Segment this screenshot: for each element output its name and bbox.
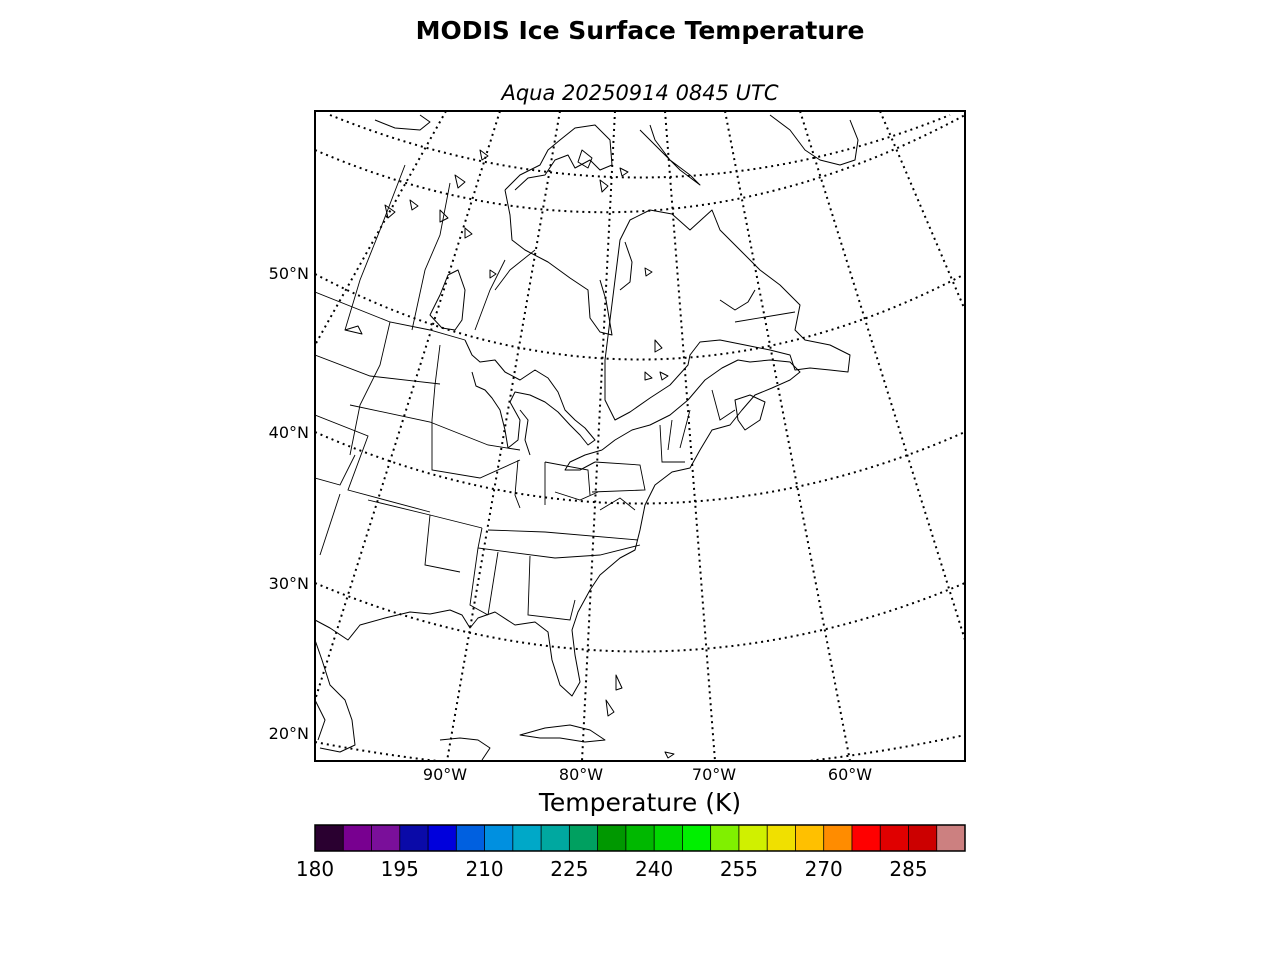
colorbar-tick-label: 180 (296, 857, 334, 881)
coastlines (315, 114, 859, 761)
lat-label-20n: 20°N (269, 724, 309, 743)
colorbar-swatch (428, 825, 457, 851)
colorbar-swatch (682, 825, 712, 851)
colorbar (315, 825, 966, 851)
colorbar-swatch (908, 825, 938, 851)
colorbar-label: Temperature (K) (538, 788, 741, 817)
colorbar-swatch (880, 825, 909, 851)
colorbar-swatch (315, 825, 344, 851)
colorbar-swatch (823, 825, 853, 851)
colorbar-swatch (767, 825, 796, 851)
map-frame (314, 110, 966, 762)
figure-title: MODIS Ice Surface Temperature (416, 16, 865, 45)
colorbar-swatch (625, 825, 655, 851)
colorbar-swatch (569, 825, 599, 851)
colorbar-tick-label: 225 (550, 857, 588, 881)
colorbar-swatch (851, 825, 881, 851)
colorbar-swatch (654, 825, 683, 851)
map-subtitle: Aqua 20250914 0845 UTC (499, 81, 778, 105)
lon-label-90w: 90°W (423, 765, 467, 784)
lon-label-80w: 80°W (559, 765, 603, 784)
latitude-labels: 50°N 40°N 30°N 20°N (269, 264, 309, 743)
colorbar-tick-label: 240 (635, 857, 673, 881)
colorbar-swatch (795, 825, 825, 851)
colorbar-swatch (371, 825, 401, 851)
colorbar-swatch (936, 825, 966, 851)
colorbar-swatch (710, 825, 740, 851)
colorbar-swatch (399, 825, 429, 851)
graticule-meridians (315, 111, 965, 761)
lat-label-30n: 30°N (269, 574, 309, 593)
colorbar-swatch (512, 825, 542, 851)
colorbar-ticks: 180 195 210 225 240 255 270 285 (296, 857, 928, 881)
map-panel (314, 110, 966, 762)
graticule-parallels (315, 114, 965, 761)
colorbar-swatch (484, 825, 514, 851)
colorbar-tick-label: 210 (465, 857, 503, 881)
colorbar-frame (314, 824, 966, 852)
colorbar-swatch (738, 825, 768, 851)
map-background (315, 111, 965, 761)
colorbar-swatch (343, 825, 372, 851)
colorbar-tick-label: 285 (889, 857, 927, 881)
colorbar-tick-label: 255 (720, 857, 758, 881)
lat-label-50n: 50°N (269, 264, 309, 283)
lat-label-40n: 40°N (269, 423, 309, 442)
colorbar-tick-label: 270 (805, 857, 843, 881)
colorbar-tick-label: 195 (381, 857, 419, 881)
longitude-labels: 90°W 80°W 70°W 60°W (423, 765, 872, 784)
lon-label-70w: 70°W (692, 765, 736, 784)
colorbar-swatch (541, 825, 570, 851)
political-borders (315, 164, 796, 621)
small-islands (344, 149, 675, 759)
colorbar-swatch (456, 825, 485, 851)
lon-label-60w: 60°W (828, 765, 872, 784)
colorbar-swatch (597, 825, 627, 851)
